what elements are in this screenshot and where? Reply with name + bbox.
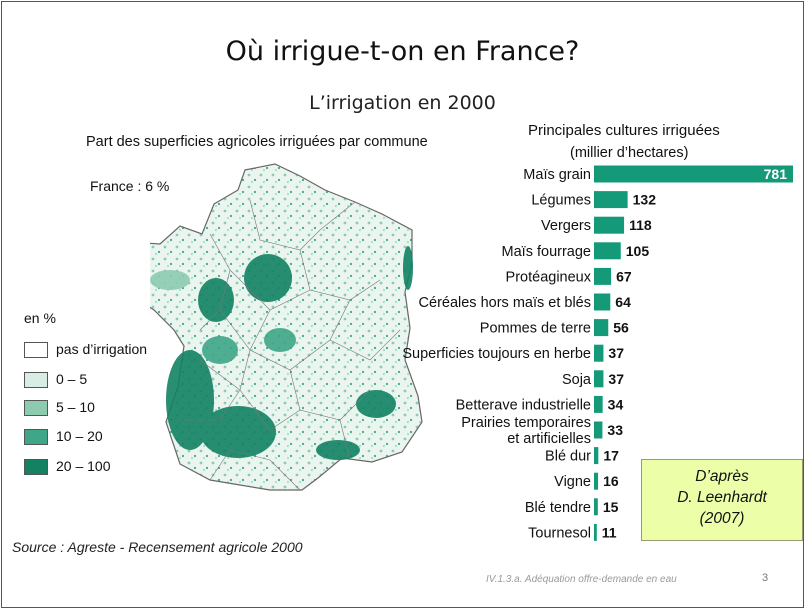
value-label: 56 [613, 320, 629, 336]
page-number: 3 [762, 572, 769, 584]
legend-label: pas d’irrigation [56, 341, 148, 357]
credit-author: D. Leenhardt [677, 489, 767, 506]
slide-subtitle: L’irrigation en 2000 [309, 92, 496, 114]
slide-footer: IV.1.3.a. Adéquation offre-demande en ea… [486, 574, 677, 585]
legend-swatch [24, 372, 48, 388]
bar [594, 523, 597, 541]
slide-title: Où irrigue-t-on en France? [225, 36, 580, 67]
value-label: 67 [616, 268, 632, 284]
category-label: Soja [562, 372, 592, 388]
value-label: 118 [629, 217, 652, 233]
credit-year: (2007) [699, 510, 745, 527]
bar [594, 293, 611, 311]
bar [594, 498, 598, 516]
credit-line-1: D’après [695, 468, 749, 485]
category-label: Vigne [554, 474, 591, 490]
bar [594, 472, 599, 490]
bar [594, 370, 604, 388]
bar [594, 267, 612, 285]
value-label: 33 [607, 422, 623, 438]
value-label: 132 [633, 192, 657, 208]
legend-label: 10 – 20 [56, 428, 103, 444]
bar [594, 319, 609, 337]
value-label: 781 [764, 166, 788, 182]
map-title: Part des superficies agricoles irriguées… [86, 134, 428, 150]
value-label: 37 [608, 371, 624, 387]
value-label: 64 [615, 294, 631, 310]
bar [594, 165, 793, 183]
value-label: 16 [603, 473, 619, 489]
value-label: 105 [626, 243, 650, 259]
category-label: Prairies temporaires et artificielles [461, 415, 591, 447]
france-irrigation-share: France : 6 % [90, 178, 170, 194]
legend-label: 0 – 5 [56, 371, 88, 387]
legend-label: 5 – 10 [56, 399, 95, 415]
legend-swatch [24, 429, 48, 445]
category-label: Protéagineux [506, 269, 592, 285]
legend-swatch [24, 342, 48, 358]
legend-title: en % [24, 310, 56, 326]
credit-box: D’après D. Leenhardt (2007) [641, 459, 803, 541]
france-irrigation-map [150, 163, 423, 491]
bar [594, 191, 628, 209]
bar [594, 447, 599, 465]
legend-label: 20 – 100 [56, 458, 111, 474]
value-label: 11 [602, 524, 617, 540]
value-label: 17 [603, 448, 619, 464]
value-label: 34 [608, 396, 624, 412]
category-label: Pommes de terre [480, 321, 591, 337]
category-label: Blé tendre [525, 500, 591, 516]
category-label: Tournesol [528, 525, 591, 541]
chart-unit: (millier d’hectares) [570, 145, 689, 161]
category-label: Maïs fourrage [502, 244, 591, 260]
bar [594, 395, 603, 413]
department-borders [180, 199, 401, 491]
category-label: Maïs grain [523, 167, 591, 183]
bar [594, 421, 603, 439]
map-source: Source : Agreste - Recensement agricole … [12, 539, 303, 555]
category-label: Superficies toujours en herbe [402, 346, 591, 362]
value-label: 37 [608, 345, 624, 361]
category-label: Blé dur [545, 449, 591, 465]
legend-swatch [24, 400, 48, 416]
mainland-france-shape [150, 163, 423, 491]
bar [594, 242, 621, 260]
value-label: 15 [603, 499, 619, 515]
legend-swatch [24, 459, 48, 475]
category-label: Betterave industrielle [456, 397, 591, 413]
chart-title: Principales cultures irriguées [528, 122, 720, 139]
bar [594, 344, 604, 362]
category-label: Légumes [531, 193, 591, 209]
bar [594, 216, 625, 234]
category-label: Céréales hors maïs et blés [419, 295, 591, 311]
category-label: Vergers [541, 218, 591, 234]
